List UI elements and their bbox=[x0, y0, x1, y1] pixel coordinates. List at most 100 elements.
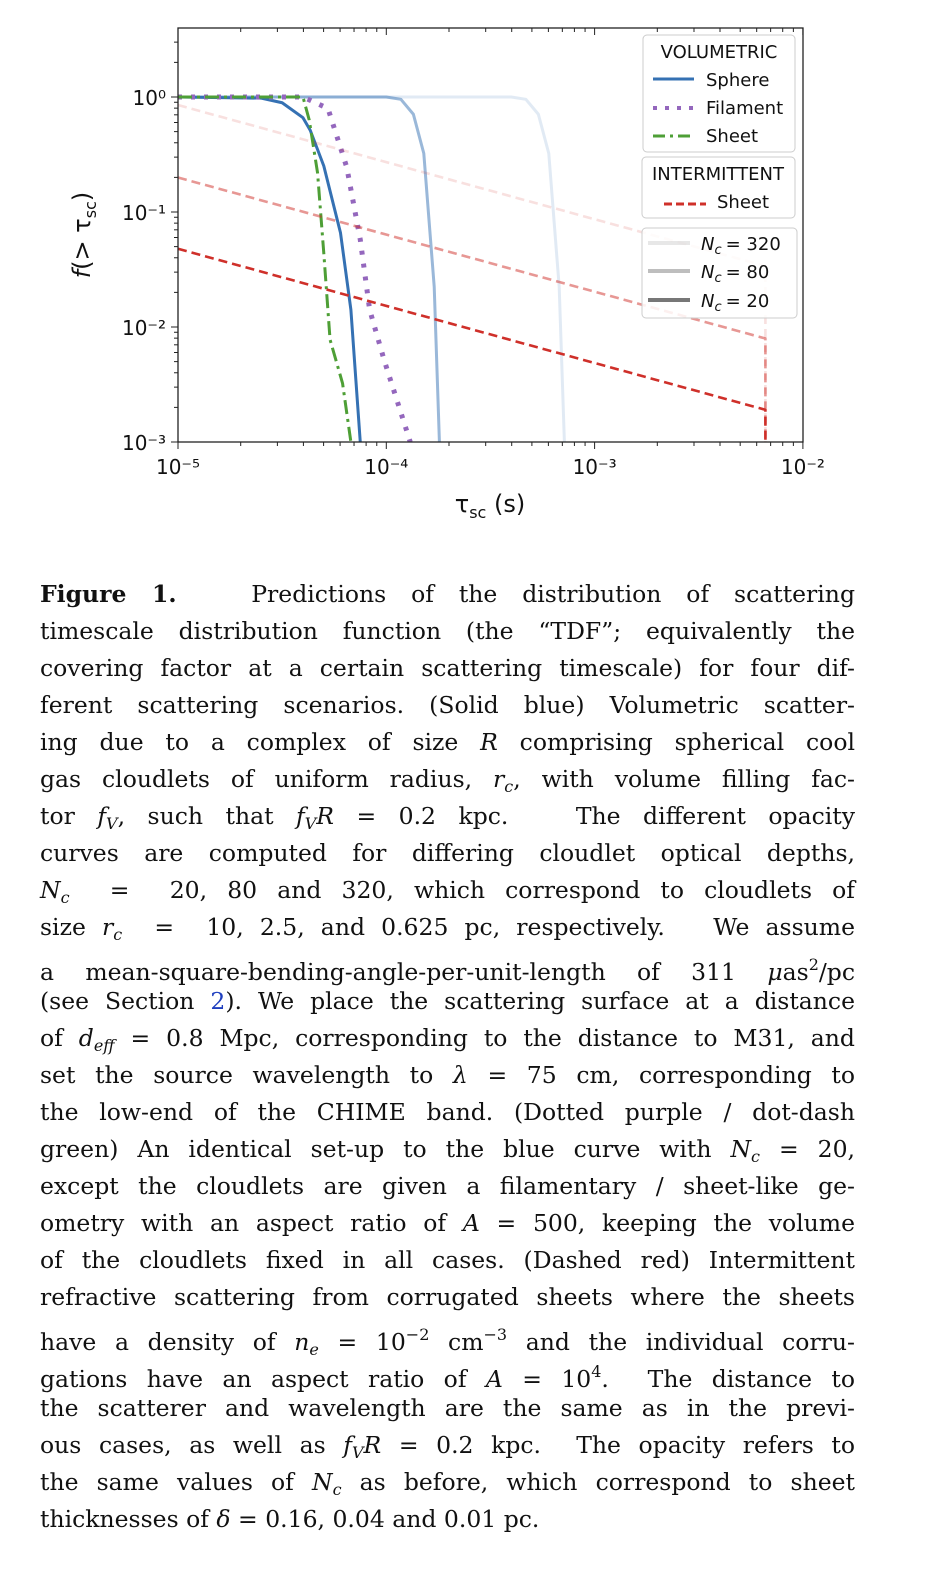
caption-text: and the individual corru- bbox=[507, 1328, 855, 1356]
caption-text: have a density of bbox=[40, 1328, 295, 1356]
caption-line: a mean-square-bending-angle-per-unit-len… bbox=[40, 946, 855, 986]
caption-line: size rc = 10, 2.5, and 0.625 pc, respect… bbox=[40, 909, 855, 946]
legend-volumetric: VOLUMETRIC Sphere Filament Sheet bbox=[642, 34, 796, 153]
caption-line: curves are computed for differing cloudl… bbox=[40, 835, 855, 872]
caption-text: ometry with an aspect ratio of bbox=[40, 1209, 463, 1237]
figure-label: Figure 1. bbox=[40, 580, 177, 608]
legend-title: INTERMITTENT bbox=[652, 164, 785, 185]
caption-line: timescale distribution function (the “TD… bbox=[40, 613, 855, 650]
caption-line: ferent scattering scenarios. (Solid blue… bbox=[40, 687, 855, 724]
series-line-intermittent-nc20 bbox=[178, 247, 767, 442]
caption-line: the same values of Nc as before, which c… bbox=[40, 1464, 855, 1501]
caption-text: ferent scattering scenarios. (Solid blue… bbox=[40, 691, 855, 719]
math-subscript: c bbox=[60, 888, 70, 907]
caption-text: gas cloudlets of uniform radius, bbox=[40, 765, 494, 793]
caption-text: comprising spherical cool bbox=[497, 728, 855, 756]
y-tick-label: 10⁻² bbox=[122, 316, 166, 340]
caption-text: the same values of bbox=[40, 1468, 312, 1496]
caption-text: ). We place the scattering surface at a … bbox=[225, 987, 855, 1015]
legend-item: Nc = 320 bbox=[701, 234, 781, 258]
math-symbol: f bbox=[296, 802, 305, 830]
caption-text: gations have an aspect ratio of bbox=[40, 1365, 486, 1393]
caption-line: of the cloudlets fixed in all cases. (Da… bbox=[40, 1242, 855, 1279]
caption-text: timescale distribution function (the “TD… bbox=[40, 617, 855, 645]
legend-item: Sheet bbox=[706, 126, 758, 147]
math-subscript: V bbox=[106, 814, 118, 833]
math-symbol: A bbox=[485, 1365, 503, 1393]
caption-text: = 10 bbox=[502, 1365, 592, 1393]
caption-text: of the cloudlets fixed in all cases. (Da… bbox=[40, 1246, 855, 1274]
caption-text: = 0.8 Mpc, corresponding to the distance… bbox=[114, 1024, 855, 1052]
plot-frame bbox=[177, 27, 804, 443]
math-superscript: −2 bbox=[405, 1325, 430, 1344]
caption-line: (see Section 2). We place the scattering… bbox=[40, 983, 855, 1020]
caption-line: ing due to a complex of size R comprisin… bbox=[40, 724, 855, 761]
caption-text: of bbox=[40, 1024, 79, 1052]
caption-text: as bbox=[782, 958, 809, 986]
series-line-sheet-nc20 bbox=[178, 95, 353, 442]
math-symbol: N bbox=[40, 876, 61, 904]
series-line-sphere-nc80 bbox=[178, 95, 441, 442]
caption-line: Figure 1. Predictions of the distributio… bbox=[40, 576, 855, 613]
caption-text: = 500, keeping the volume bbox=[479, 1209, 855, 1237]
caption-text: = 0.16, 0.04 and 0.01 pc. bbox=[230, 1505, 540, 1533]
math-symbol: f bbox=[343, 1431, 352, 1459]
series-line-sphere-nc20 bbox=[178, 95, 362, 442]
caption-line: covering factor at a certain scattering … bbox=[40, 650, 855, 687]
caption-text: = 10 bbox=[318, 1328, 406, 1356]
caption-line: gations have an aspect ratio of A = 104.… bbox=[40, 1353, 855, 1393]
math-superscript: 4 bbox=[591, 1362, 602, 1381]
caption-line: thicknesses of δ = 0.16, 0.04 and 0.01 p… bbox=[40, 1501, 855, 1538]
caption-text: = 0.2 kpc. The different opacity bbox=[333, 802, 856, 830]
legend-title: VOLUMETRIC bbox=[661, 42, 778, 63]
figure-caption: Figure 1. Predictions of the distributio… bbox=[40, 576, 855, 1538]
math-subscript: c bbox=[332, 1480, 342, 1499]
caption-line: the scatterer and wavelength are the sam… bbox=[40, 1390, 855, 1427]
y-tick-label: 10⁻³ bbox=[122, 431, 166, 455]
caption-line: refractive scattering from corrugated sh… bbox=[40, 1279, 855, 1316]
legend-item: Sheet bbox=[717, 192, 769, 213]
caption-line: ous cases, as well as fVR = 0.2 kpc. The… bbox=[40, 1427, 855, 1464]
legend-item: Nc = 20 bbox=[701, 291, 769, 315]
math-symbol: R bbox=[316, 802, 334, 830]
legend-item: Nc = 80 bbox=[701, 262, 769, 286]
math-symbol: R bbox=[480, 728, 498, 756]
legend-intermittent: INTERMITTENT Sheet bbox=[641, 156, 796, 219]
y-tick-label: 10⁰ bbox=[133, 86, 166, 110]
math-symbol: d bbox=[78, 1024, 94, 1052]
x-tick-label: 10⁻⁴ bbox=[364, 455, 408, 479]
caption-line: ometry with an aspect ratio of A = 500, … bbox=[40, 1205, 855, 1242]
math-symbol: λ bbox=[452, 1061, 468, 1089]
caption-text: the scatterer and wavelength are the sam… bbox=[40, 1394, 855, 1422]
math-subscript: e bbox=[309, 1340, 319, 1359]
series-line-intermittent-nc80 bbox=[178, 176, 767, 442]
caption-text: , with volume filling fac- bbox=[513, 765, 855, 793]
axis-ticks: 10⁻⁵ 10⁻⁴ 10⁻³ 10⁻² 10⁰ 10⁻¹ 10⁻² 10⁻³ bbox=[122, 28, 825, 479]
caption-text: /pc bbox=[818, 958, 855, 986]
caption-line: set the source wavelength to λ = 75 cm, … bbox=[40, 1057, 855, 1094]
math-superscript: 2 bbox=[808, 955, 819, 974]
caption-text: refractive scattering from corrugated sh… bbox=[40, 1283, 855, 1311]
caption-text: thicknesses of bbox=[40, 1505, 217, 1533]
caption-text: covering factor at a certain scattering … bbox=[40, 654, 855, 682]
caption-text: = 20, bbox=[760, 1135, 855, 1163]
math-subscript: c bbox=[113, 925, 123, 944]
caption-line: green) An identical set-up to the blue c… bbox=[40, 1131, 855, 1168]
caption-text: = 20, 80 and 320, which correspond to cl… bbox=[69, 876, 855, 904]
math-subscript: V bbox=[351, 1443, 364, 1462]
caption-line: the low-end of the CHIME band. (Dotted p… bbox=[40, 1094, 855, 1131]
caption-text: tor bbox=[40, 802, 98, 830]
section-link[interactable]: 2 bbox=[210, 987, 226, 1015]
math-symbol: N bbox=[312, 1468, 333, 1496]
legend-item: Sphere bbox=[706, 70, 769, 91]
caption-line: except the cloudlets are given a filamen… bbox=[40, 1168, 855, 1205]
caption-text: cm bbox=[429, 1328, 484, 1356]
caption-text: green) An identical set-up to the blue c… bbox=[40, 1135, 731, 1163]
caption-text: (see Section bbox=[40, 987, 211, 1015]
math-subscript: V bbox=[304, 814, 317, 833]
legend-item: Filament bbox=[706, 98, 783, 119]
y-axis-label: f(> τsc) bbox=[68, 192, 100, 279]
series-line-filament-nc20 bbox=[178, 94, 413, 442]
caption-text: set the source wavelength to bbox=[40, 1061, 453, 1089]
